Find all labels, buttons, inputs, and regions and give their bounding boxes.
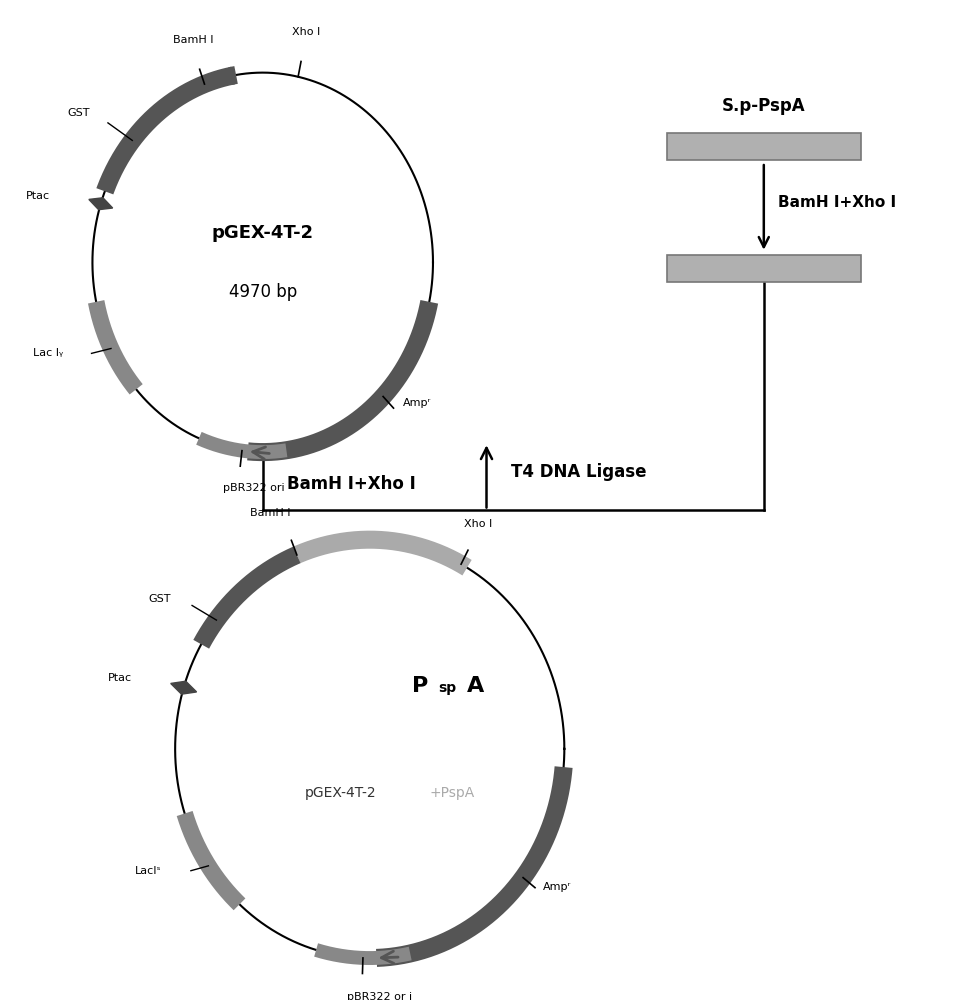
Text: pGEX-4T-2: pGEX-4T-2 — [305, 786, 377, 800]
Text: T4 DNA Ligase: T4 DNA Ligase — [511, 463, 646, 481]
Polygon shape — [170, 681, 197, 694]
Text: LacIˢ: LacIˢ — [135, 866, 162, 876]
Text: pBR322 or i: pBR322 or i — [347, 992, 413, 1000]
Text: sp: sp — [438, 681, 456, 695]
Text: pBR322 ori: pBR322 ori — [224, 483, 285, 493]
Text: Ampʳ: Ampʳ — [543, 882, 571, 892]
Text: Ptac: Ptac — [25, 191, 50, 201]
Text: P: P — [412, 676, 428, 696]
Polygon shape — [89, 198, 113, 210]
Text: S.p-PspA: S.p-PspA — [722, 97, 806, 115]
Text: +PspA: +PspA — [430, 786, 475, 800]
Text: Xho I: Xho I — [292, 27, 320, 37]
Text: Lac Iᵧ: Lac Iᵧ — [33, 348, 63, 358]
Text: GST: GST — [67, 108, 90, 118]
Text: Ptac: Ptac — [108, 673, 132, 683]
Text: BamH I+Xho I: BamH I+Xho I — [777, 195, 896, 210]
Bar — [667, 133, 861, 160]
Text: pGEX-4T-2: pGEX-4T-2 — [212, 224, 313, 242]
Text: GST: GST — [149, 594, 171, 604]
Text: BamH I: BamH I — [250, 508, 290, 518]
Text: A: A — [467, 676, 485, 696]
Text: BamH I: BamH I — [173, 35, 213, 45]
Text: Ampʳ: Ampʳ — [403, 398, 431, 408]
Text: Xho I: Xho I — [464, 519, 492, 529]
Text: BamH I+Xho I: BamH I+Xho I — [287, 475, 415, 493]
Bar — [667, 255, 861, 282]
Text: 4970 bp: 4970 bp — [229, 283, 297, 301]
